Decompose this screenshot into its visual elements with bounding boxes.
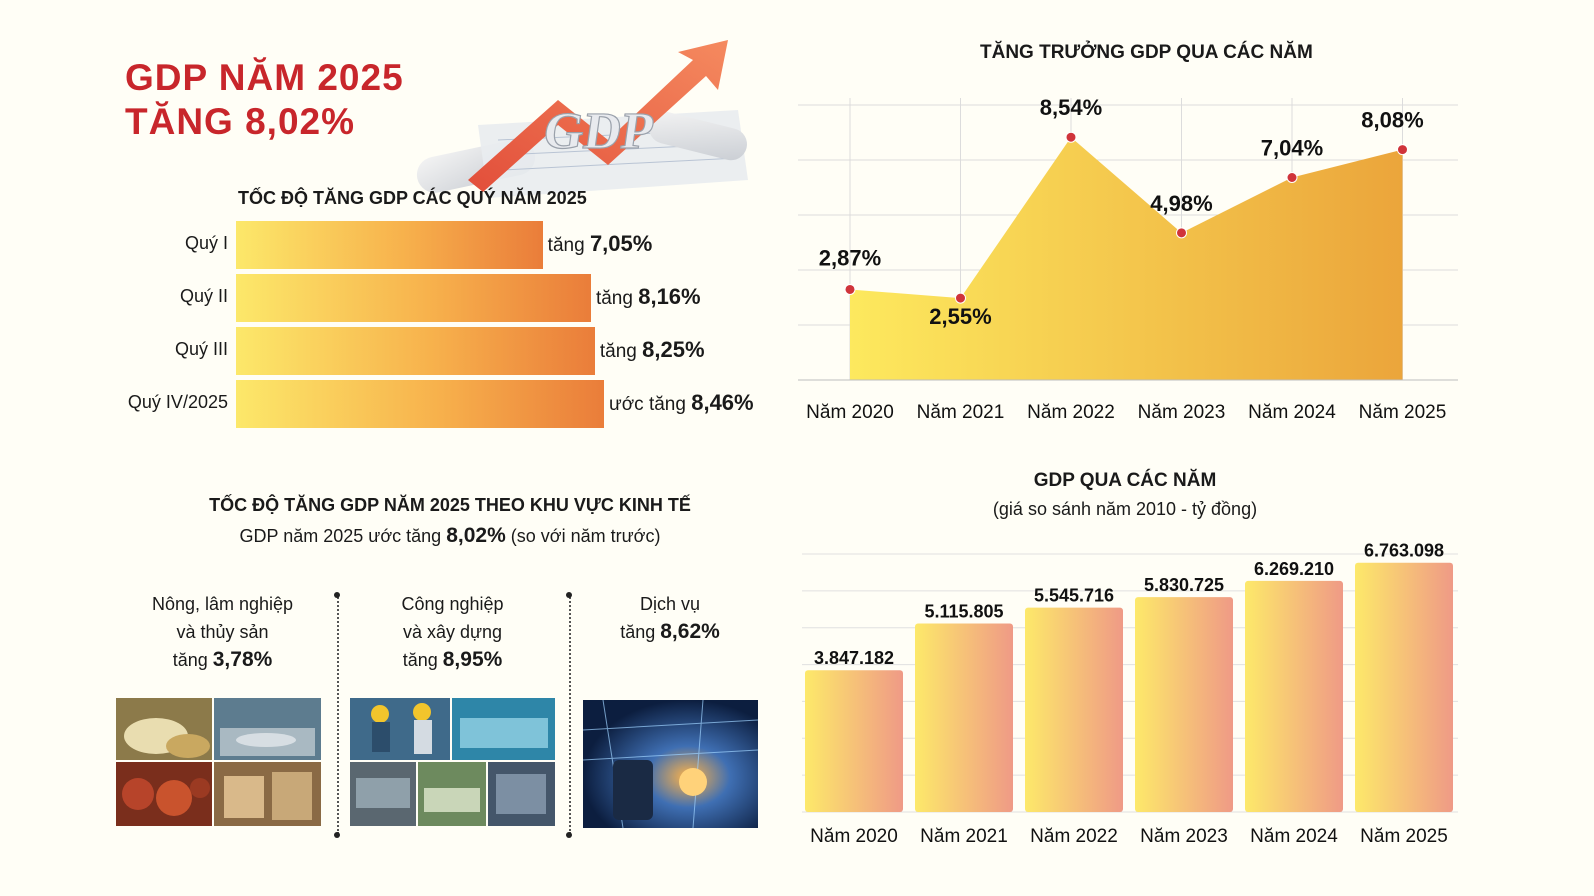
- sector-line2: và thủy sản: [176, 622, 269, 642]
- quarter-bar: [236, 274, 591, 322]
- sector-subtitle-post: (so với năm trước): [510, 526, 661, 546]
- sector-subtitle: GDP năm 2025 ước tăng 8,02% (so với năm …: [0, 524, 900, 548]
- sector-line2: và xây dựng: [402, 622, 503, 642]
- quarter-label: Quý III: [174, 339, 228, 359]
- gdp-bar-title: GDP QUA CÁC NĂM: [1033, 470, 1217, 491]
- divider-dot: [334, 832, 340, 838]
- x-tick-label: Năm 2025: [1359, 402, 1447, 423]
- data-label: 6.269.210: [1254, 559, 1334, 579]
- quarter-value: tăng 8,25%: [599, 337, 705, 362]
- quarter-value: tăng 7,05%: [547, 231, 653, 256]
- data-label: 8,54%: [1040, 95, 1102, 120]
- data-label: 4,98%: [1150, 191, 1212, 216]
- divider-dot: [566, 592, 572, 598]
- data-point: [844, 283, 856, 295]
- area-fill: [850, 137, 1403, 380]
- quarter-row: Quý IV/2025 ước tăng 8,46%: [0, 380, 800, 428]
- x-tick-label: Năm 2021: [920, 826, 1008, 847]
- gdp-bar-chart: 3.847.182 Năm 2020 5.115.805 Năm 2021 5.545.…: [802, 541, 1458, 847]
- data-point: [1397, 144, 1408, 156]
- data-point: [1065, 131, 1077, 143]
- sector-industry: Công nghiệp và xây dựng tăng 8,95%: [350, 590, 555, 674]
- quarter-label: Quý IV/2025: [127, 392, 228, 412]
- services-photo: [583, 700, 758, 828]
- quarter-bar: [236, 221, 543, 269]
- x-tick-label: Năm 2024: [1250, 826, 1338, 847]
- data-label: 8,08%: [1361, 108, 1423, 133]
- data-label: 5.830.725: [1144, 575, 1224, 595]
- quarter-label: Quý I: [184, 233, 228, 253]
- sector-growth: tăng 8,62%: [620, 620, 720, 643]
- gdp-bar: [1135, 597, 1233, 812]
- data-label: 2,87%: [819, 245, 881, 270]
- sector-subtitle-value: 8,02%: [446, 524, 506, 547]
- gdp-arrow-illustration: GDP: [416, 40, 748, 198]
- growth-area-chart: 2,87% Năm 2020 2,55% Năm 2021 8,54% Năm 2022 4…: [798, 95, 1458, 423]
- data-label: 7,04%: [1261, 135, 1323, 160]
- data-point: [1286, 171, 1298, 183]
- sector-divider: [569, 594, 571, 834]
- paper-roll-right: [649, 111, 747, 161]
- gdp-art-label: GDP: [540, 102, 658, 160]
- sector-line1: Dịch vụ: [639, 594, 701, 614]
- quarter-row: Quý II tăng 8,16%: [0, 274, 800, 322]
- x-tick-label: Năm 2022: [1030, 826, 1118, 847]
- x-tick-label: Năm 2025: [1360, 826, 1448, 847]
- gdp-bar: [915, 623, 1013, 812]
- grid-lines: [802, 553, 1458, 813]
- data-label: 5.115.805: [924, 601, 1003, 621]
- quarter-label: Quý II: [179, 286, 228, 306]
- sector-line1: Công nghiệp: [401, 594, 504, 614]
- x-tick-label: Năm 2023: [1138, 402, 1226, 423]
- x-tick-label: Năm 2020: [806, 402, 894, 423]
- data-point: [1176, 227, 1187, 239]
- industry-photo-collage: [350, 698, 555, 826]
- quarter-row: Quý I tăng 7,05%: [0, 221, 800, 269]
- gdp-bar: [805, 670, 903, 812]
- sector-line1: Nông, lâm nghiệp: [151, 594, 294, 614]
- x-tick-label: Năm 2024: [1248, 402, 1336, 423]
- quarter-bar: [236, 380, 604, 428]
- sector-divider: [337, 594, 339, 834]
- gdp-bar: [1355, 562, 1453, 812]
- quarter-row: Quý III tăng 8,25%: [0, 327, 800, 375]
- sector-subtitle-pre: GDP năm 2025 ước tăng: [239, 526, 442, 546]
- data-label: 3.847.182: [814, 648, 894, 668]
- quarter-value: tăng 8,16%: [595, 284, 701, 309]
- headline-line2: TĂNG 8,02%: [125, 101, 356, 142]
- divider-dot: [566, 832, 572, 838]
- x-tick-label: Năm 2020: [810, 826, 898, 847]
- quarter-bar: [236, 327, 595, 375]
- headline: GDP NĂM 2025 TĂNG 8,02%: [125, 56, 404, 144]
- x-tick-label: Năm 2023: [1140, 826, 1228, 847]
- x-tick-label: Năm 2021: [917, 402, 1005, 423]
- agriculture-photo-collage: [116, 698, 321, 826]
- growth-chart-title: TĂNG TRƯỞNG GDP QUA CÁC NĂM: [980, 42, 1313, 63]
- data-label: 6.763.098: [1364, 541, 1444, 561]
- headline-line1: GDP NĂM 2025: [125, 57, 404, 98]
- data-label: 5.545.716: [1034, 586, 1114, 606]
- x-tick-label: Năm 2022: [1027, 402, 1115, 423]
- gdp-bar-subtitle: (giá so sánh năm 2010 - tỷ đồng): [992, 499, 1258, 519]
- data-label: 2,55%: [929, 304, 991, 329]
- quarterly-title: TỐC ĐỘ TĂNG GDP CÁC QUÝ NĂM 2025: [238, 188, 587, 208]
- sector-title: TỐC ĐỘ TĂNG GDP NĂM 2025 THEO KHU VỰC KI…: [209, 495, 691, 515]
- sector-agriculture: Nông, lâm nghiệp và thủy sản tăng 3,78%: [120, 590, 325, 674]
- divider-dot: [334, 592, 340, 598]
- quarter-value: ước tăng 8,46%: [609, 390, 754, 415]
- gdp-bar: [1025, 607, 1123, 812]
- sector-services: Dịch vụ tăng 8,62%: [580, 590, 760, 646]
- gdp-bar: [1245, 580, 1343, 812]
- growth-arrow-icon: [468, 40, 728, 192]
- data-point: [955, 292, 966, 304]
- sector-growth: tăng 8,95%: [402, 648, 503, 671]
- sector-growth: tăng 3,78%: [172, 648, 273, 671]
